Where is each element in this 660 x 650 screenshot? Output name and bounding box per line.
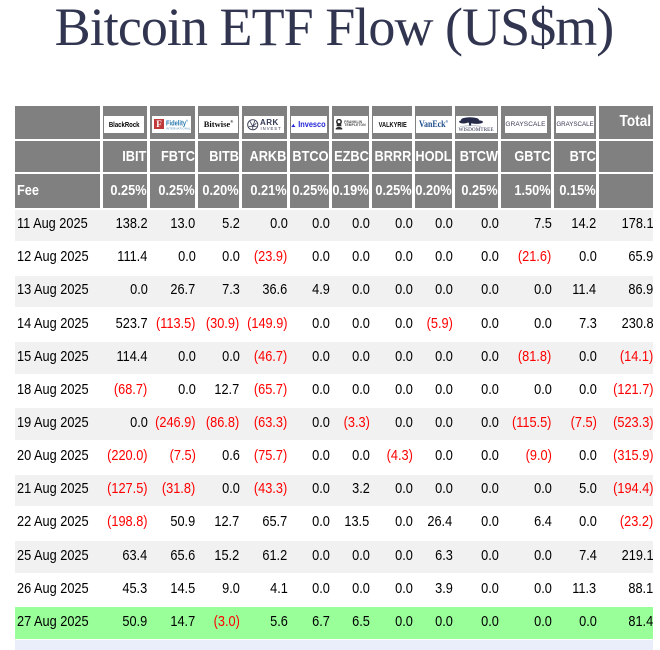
svg-text:WISDOMTREE: WISDOMTREE — [458, 127, 493, 132]
